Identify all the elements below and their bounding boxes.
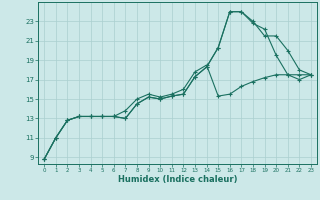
X-axis label: Humidex (Indice chaleur): Humidex (Indice chaleur) <box>118 175 237 184</box>
